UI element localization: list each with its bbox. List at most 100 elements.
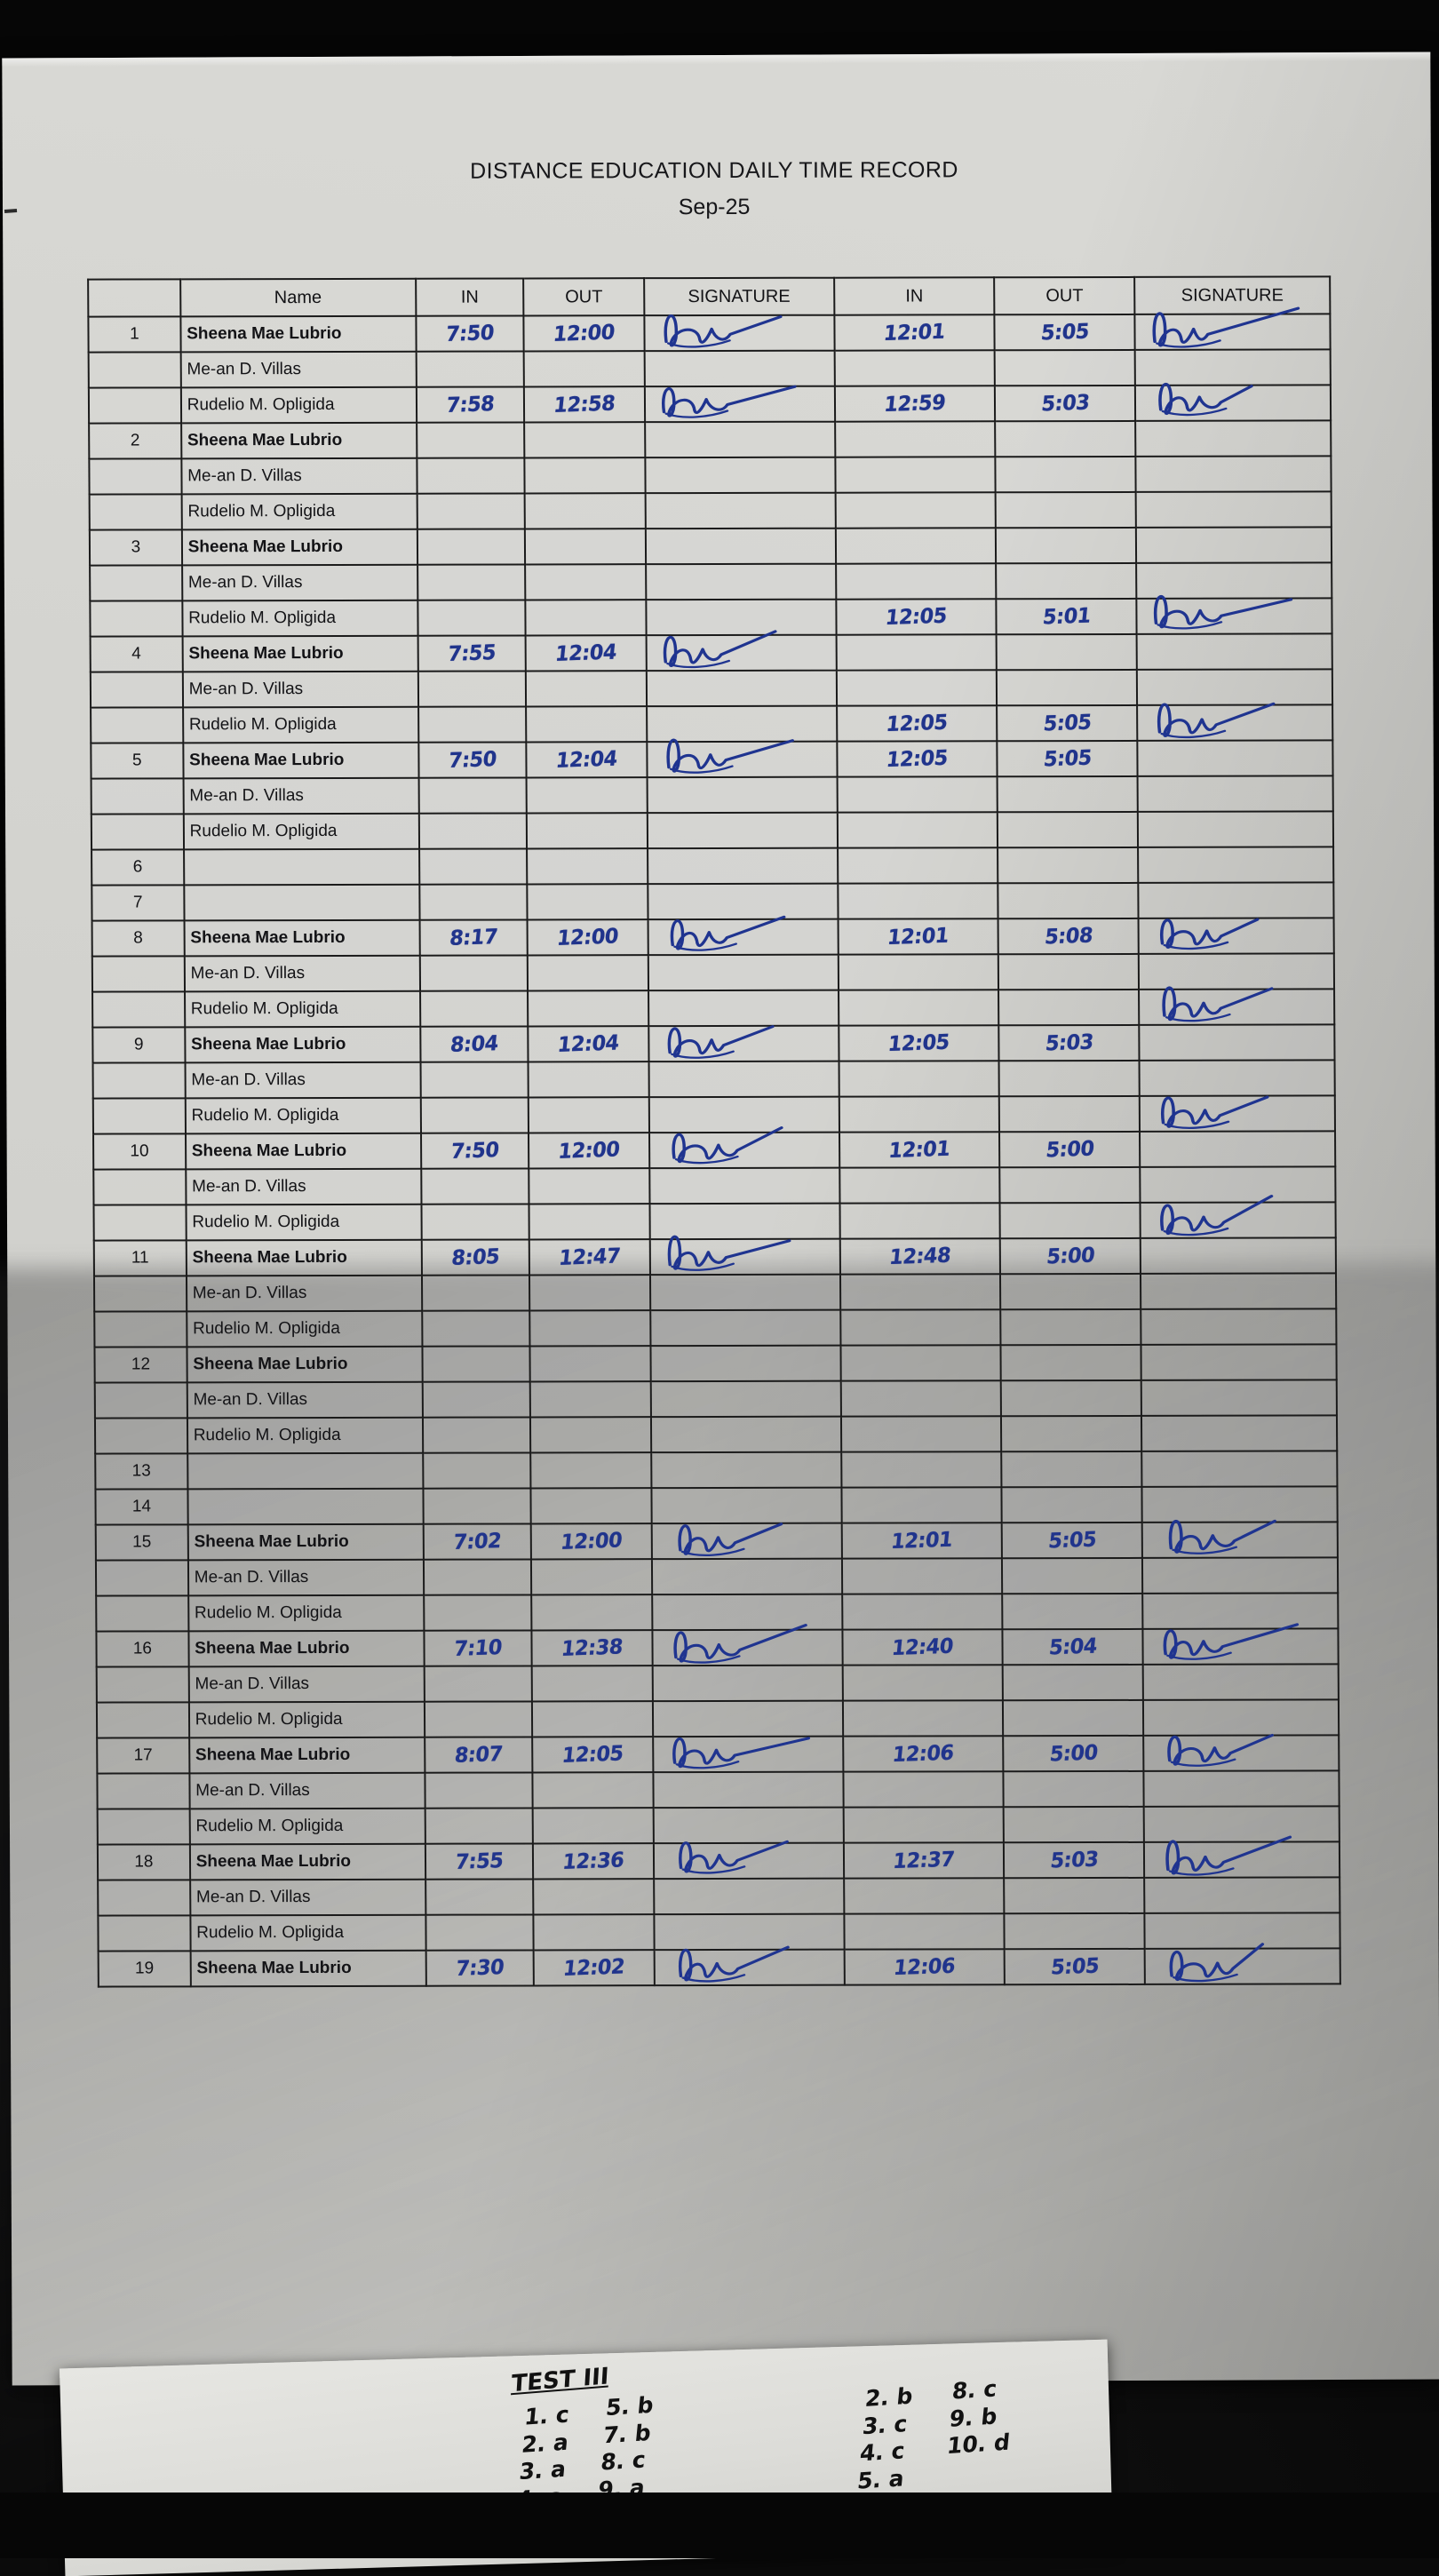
table-row[interactable]: Me-an D. Villas [93, 1273, 1337, 1312]
pm-out-cell[interactable] [998, 811, 1139, 848]
pm-out-cell[interactable] [996, 633, 1137, 671]
table-row[interactable]: Me-an D. Villas [88, 349, 1331, 388]
table-row[interactable]: 2 Sheena Mae Lubrio [89, 420, 1332, 459]
am-out-cell[interactable] [527, 884, 648, 920]
pm-in-cell[interactable] [836, 634, 998, 671]
pm-in-cell[interactable]: 12:05 [836, 599, 997, 635]
pm-signature-cell[interactable] [1139, 1024, 1335, 1061]
pm-out-cell[interactable] [1002, 1557, 1143, 1594]
am-out-cell[interactable] [525, 529, 646, 565]
pm-signature-cell[interactable] [1139, 1060, 1335, 1096]
pm-signature-cell[interactable] [1141, 1415, 1338, 1451]
pm-out-cell[interactable] [1002, 1664, 1144, 1701]
am-out-cell[interactable] [530, 1381, 651, 1418]
pm-out-cell[interactable] [1003, 1806, 1144, 1843]
table-row[interactable]: Rudelio M. Opligida [89, 491, 1332, 530]
pm-signature-cell[interactable] [1134, 306, 1331, 350]
pm-out-cell[interactable] [1003, 1770, 1144, 1808]
table-row[interactable]: Rudelio M. Opligida [92, 1095, 1336, 1134]
am-signature-cell[interactable] [648, 990, 839, 1027]
am-signature-cell[interactable] [648, 1096, 839, 1133]
table-row[interactable]: 11 Sheena Mae Lubrio 8:05 12:47 12:48 5:00 [93, 1235, 1336, 1276]
am-in-cell[interactable] [424, 1666, 533, 1702]
am-out-cell[interactable] [529, 1097, 649, 1133]
am-in-cell[interactable] [425, 1914, 535, 1951]
pm-in-cell[interactable]: 12:01 [841, 1523, 1003, 1559]
pm-in-cell[interactable] [841, 1487, 1002, 1523]
am-in-cell[interactable]: 7:50 [417, 742, 527, 778]
pm-signature-cell[interactable] [1135, 456, 1332, 492]
am-in-cell[interactable]: 8:07 [424, 1737, 533, 1773]
table-row[interactable]: Rudelio M. Opligida [94, 1308, 1337, 1348]
pm-in-cell[interactable]: 12:06 [844, 1949, 1006, 1985]
am-out-cell[interactable]: 12:36 [533, 1843, 654, 1880]
am-signature-cell[interactable] [649, 1203, 840, 1240]
am-in-cell[interactable] [418, 777, 528, 814]
pm-signature-cell[interactable] [1138, 847, 1334, 883]
am-in-cell[interactable] [423, 1488, 532, 1524]
pm-in-cell[interactable] [839, 1274, 1001, 1310]
table-row[interactable]: Rudelio M. Opligida [98, 1912, 1340, 1952]
pm-out-cell[interactable] [1001, 1415, 1142, 1452]
am-out-cell[interactable]: 12:00 [531, 1523, 652, 1560]
pm-in-cell[interactable] [844, 1878, 1005, 1914]
pm-signature-cell[interactable] [1137, 740, 1333, 776]
pm-in-cell[interactable] [835, 492, 997, 529]
am-signature-cell[interactable] [644, 314, 835, 352]
pm-in-cell[interactable]: 12:59 [834, 386, 996, 422]
pm-in-cell[interactable] [837, 847, 998, 884]
pm-signature-cell[interactable] [1136, 633, 1332, 670]
am-in-cell[interactable] [419, 955, 529, 991]
am-in-cell[interactable] [425, 1772, 534, 1809]
am-in-cell[interactable]: 7:10 [424, 1630, 533, 1666]
am-out-cell[interactable] [530, 1417, 651, 1453]
am-out-cell[interactable] [525, 600, 647, 636]
table-row[interactable]: Me-an D. Villas [95, 1557, 1339, 1596]
am-out-cell[interactable] [531, 1594, 653, 1631]
am-in-cell[interactable] [416, 351, 525, 387]
am-signature-cell[interactable] [644, 385, 836, 423]
am-in-cell[interactable]: 7:55 [425, 1843, 534, 1880]
pm-signature-cell[interactable] [1144, 1943, 1340, 1984]
am-signature-cell[interactable] [644, 350, 835, 387]
am-in-cell[interactable]: 8:04 [419, 1026, 529, 1062]
am-signature-cell[interactable] [653, 1840, 845, 1880]
table-row[interactable]: 10 Sheena Mae Lubrio 7:50 12:00 12:01 5:00 [93, 1126, 1336, 1170]
pm-in-cell[interactable] [839, 1167, 1000, 1204]
pm-out-cell[interactable]: 5:04 [1002, 1628, 1143, 1666]
am-out-cell[interactable] [533, 1808, 654, 1844]
am-signature-cell[interactable] [649, 1309, 841, 1347]
pm-signature-cell[interactable] [1134, 349, 1331, 386]
pm-signature-cell[interactable] [1138, 918, 1334, 954]
am-signature-cell[interactable] [647, 883, 839, 920]
table-row[interactable]: 14 [95, 1486, 1338, 1525]
pm-in-cell[interactable]: 12:06 [843, 1736, 1004, 1772]
am-out-cell[interactable]: 12:58 [524, 386, 645, 423]
pm-signature-cell[interactable] [1143, 1699, 1340, 1736]
am-in-cell[interactable] [422, 1417, 531, 1453]
am-signature-cell[interactable] [653, 1771, 844, 1809]
pm-signature-cell[interactable] [1143, 1835, 1340, 1878]
table-row[interactable]: Me-an D. Villas [90, 562, 1332, 601]
pm-out-cell[interactable] [1000, 1344, 1141, 1381]
am-signature-cell[interactable] [650, 1416, 842, 1453]
table-row[interactable]: 3 Sheena Mae Lubrio [89, 527, 1332, 566]
table-row[interactable]: Rudelio M. Opligida [91, 811, 1334, 850]
am-in-cell[interactable] [423, 1559, 532, 1595]
am-out-cell[interactable] [528, 1061, 649, 1098]
table-row[interactable]: Me-an D. Villas [98, 1877, 1340, 1916]
am-in-cell[interactable] [422, 1346, 531, 1382]
am-signature-cell[interactable] [652, 1700, 844, 1737]
am-signature-cell[interactable] [646, 670, 837, 707]
am-signature-cell[interactable] [646, 599, 837, 636]
am-out-cell[interactable]: 12:00 [529, 1133, 649, 1169]
pm-signature-cell[interactable] [1144, 1877, 1340, 1913]
pm-out-cell[interactable] [1004, 1912, 1145, 1950]
am-out-cell[interactable]: 12:47 [529, 1239, 650, 1276]
pm-out-cell[interactable] [1002, 1593, 1143, 1630]
pm-out-cell[interactable]: 5:03 [1004, 1841, 1145, 1879]
table-row[interactable]: 16 Sheena Mae Lubrio 7:10 12:38 12:40 5:04 [96, 1623, 1339, 1667]
pm-signature-cell[interactable] [1143, 1733, 1340, 1771]
pm-in-cell[interactable]: 12:05 [837, 741, 998, 777]
table-row[interactable]: 19 Sheena Mae Lubrio 7:30 12:02 12:06 5:05 [98, 1943, 1340, 1987]
